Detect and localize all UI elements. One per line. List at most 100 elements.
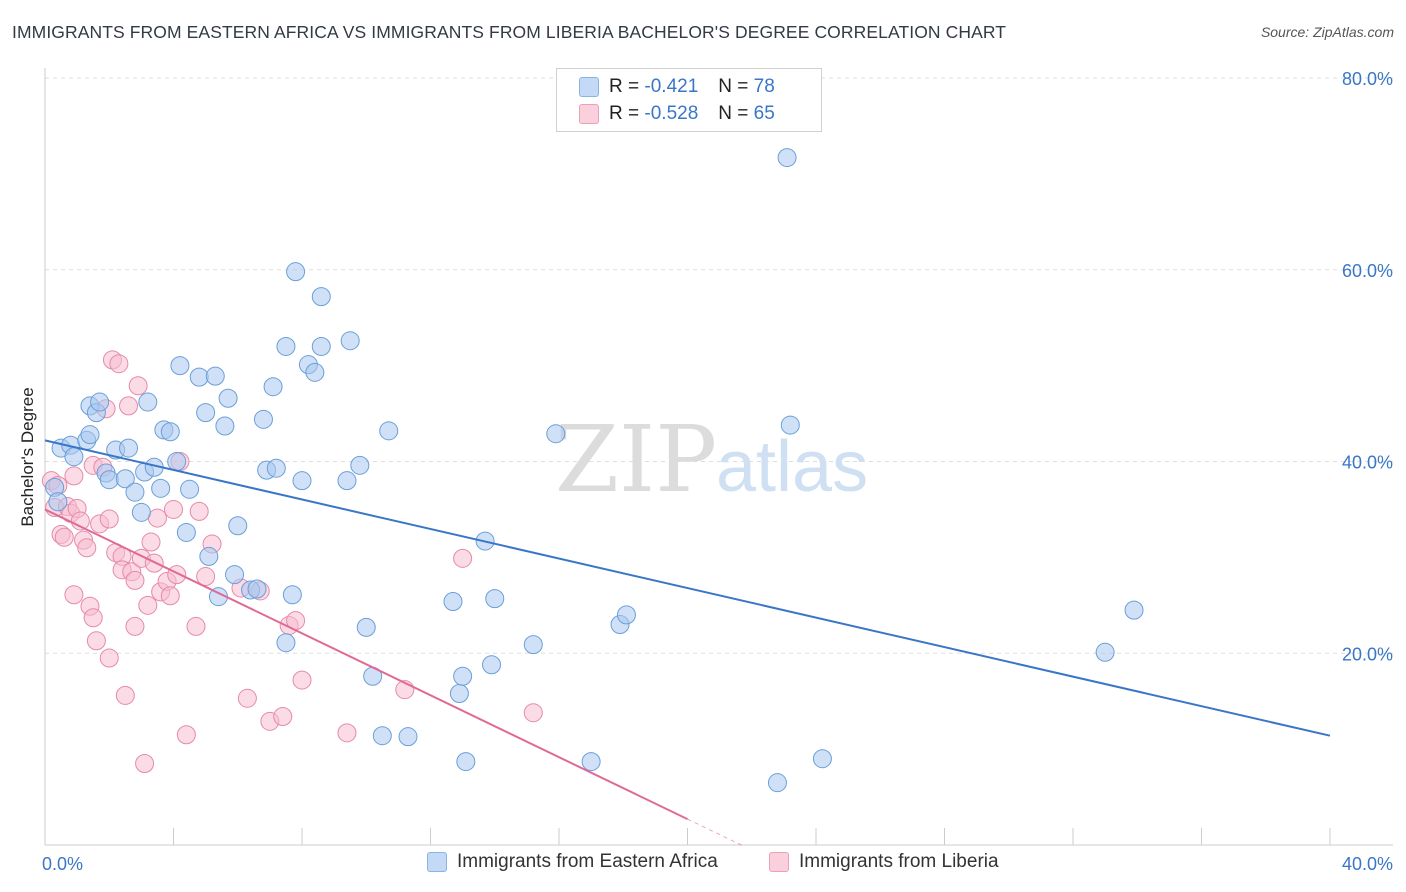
data-point bbox=[138, 595, 158, 615]
gridlines bbox=[45, 77, 1393, 654]
bottom-legend-swatch-blue bbox=[427, 852, 447, 872]
data-point bbox=[253, 409, 273, 429]
data-point bbox=[131, 502, 151, 522]
data-point bbox=[196, 567, 216, 587]
x-tick-label: 40.0% bbox=[1342, 854, 1393, 874]
data-point bbox=[164, 499, 183, 519]
data-point bbox=[160, 422, 180, 442]
data-point bbox=[311, 287, 331, 307]
data-point bbox=[453, 666, 473, 686]
data-point bbox=[176, 725, 196, 745]
data-point bbox=[449, 684, 469, 704]
data-point bbox=[379, 421, 399, 441]
y-tick-label: 40.0% bbox=[1342, 453, 1393, 473]
legend-r-label: R = bbox=[609, 76, 640, 97]
data-point bbox=[119, 438, 139, 458]
data-point bbox=[135, 754, 155, 774]
data-point bbox=[482, 655, 502, 675]
legend-row-liberia: R = -0.528 N = 65 bbox=[579, 101, 775, 127]
source-credit: Source: ZipAtlas.com bbox=[1260, 24, 1394, 40]
legend-n-value: 78 bbox=[753, 76, 775, 97]
data-point bbox=[64, 585, 84, 605]
data-point bbox=[777, 148, 797, 168]
data-point bbox=[398, 727, 418, 747]
data-point bbox=[485, 589, 505, 609]
data-point bbox=[170, 356, 190, 376]
data-point bbox=[128, 376, 148, 396]
data-point bbox=[196, 403, 216, 423]
data-point bbox=[54, 527, 74, 547]
data-point bbox=[99, 509, 119, 529]
data-point bbox=[546, 424, 566, 444]
data-point bbox=[125, 482, 145, 502]
data-point bbox=[356, 617, 376, 637]
data-point bbox=[228, 516, 248, 536]
data-point bbox=[109, 354, 129, 374]
data-point bbox=[215, 416, 235, 436]
data-point bbox=[99, 470, 119, 490]
data-point bbox=[167, 565, 187, 585]
data-point bbox=[83, 608, 103, 628]
bottom-legend-label: Immigrants from Liberia bbox=[799, 851, 999, 872]
data-point bbox=[180, 479, 200, 499]
data-point bbox=[176, 522, 196, 542]
data-point bbox=[205, 366, 225, 386]
legend-r-value: -0.421 bbox=[644, 76, 699, 97]
series-liberia-points bbox=[41, 350, 543, 774]
data-point bbox=[218, 388, 238, 408]
data-point bbox=[225, 565, 245, 585]
data-point bbox=[1095, 642, 1115, 662]
data-point bbox=[340, 331, 360, 351]
data-point bbox=[616, 605, 636, 625]
data-point bbox=[247, 579, 267, 599]
data-point bbox=[90, 392, 110, 412]
data-point bbox=[167, 452, 187, 471]
data-point bbox=[80, 425, 100, 445]
data-point bbox=[286, 262, 306, 282]
axes bbox=[44, 68, 1393, 846]
data-point bbox=[138, 392, 158, 412]
data-point bbox=[99, 648, 119, 668]
data-point bbox=[581, 752, 601, 772]
data-point bbox=[337, 723, 357, 743]
data-point bbox=[292, 471, 312, 491]
bottom-legend-swatch-pink bbox=[769, 852, 789, 872]
bottom-legend-label: Immigrants from Eastern Africa bbox=[457, 851, 718, 872]
data-point bbox=[263, 377, 283, 397]
legend-n-label: N = bbox=[718, 103, 749, 124]
chart-title: IMMIGRANTS FROM EASTERN AFRICA VS IMMIGR… bbox=[12, 22, 1007, 42]
tick-labels: 20.0% 40.0% 60.0% 80.0% 0.0% 40.0% bbox=[42, 69, 1393, 874]
bottom-legend-eastern-africa: Immigrants from Eastern Africa bbox=[427, 851, 718, 873]
data-point bbox=[292, 670, 312, 690]
watermark: ZIP atlas bbox=[555, 406, 868, 513]
data-point bbox=[115, 469, 135, 489]
watermark-zip: ZIP bbox=[555, 406, 717, 513]
data-point bbox=[48, 492, 68, 512]
data-point bbox=[199, 546, 219, 566]
data-point bbox=[456, 752, 476, 772]
data-point bbox=[337, 471, 357, 491]
data-point bbox=[115, 685, 135, 705]
trend-lines bbox=[44, 439, 1331, 848]
trend-line-liberia-extension bbox=[687, 818, 746, 848]
data-point bbox=[812, 749, 832, 769]
data-point bbox=[350, 455, 370, 475]
y-tick-label: 60.0% bbox=[1342, 261, 1393, 281]
data-point bbox=[125, 616, 145, 636]
data-point bbox=[189, 367, 209, 387]
data-point bbox=[266, 458, 286, 478]
data-point bbox=[186, 616, 206, 636]
data-point bbox=[237, 688, 257, 708]
series-eastern-africa-points bbox=[45, 148, 1144, 793]
data-point bbox=[780, 415, 800, 435]
y-tick-label: 20.0% bbox=[1342, 644, 1393, 664]
data-point bbox=[160, 586, 180, 606]
y-tick-label: 80.0% bbox=[1342, 69, 1393, 89]
legend-swatch-blue bbox=[579, 77, 599, 97]
data-point bbox=[77, 538, 97, 558]
legend-r-value: -0.528 bbox=[644, 103, 699, 124]
x-tick-label: 0.0% bbox=[42, 854, 83, 874]
watermark-atlas: atlas bbox=[716, 427, 868, 507]
legend-r-label: R = bbox=[609, 103, 640, 124]
data-point bbox=[767, 773, 787, 793]
